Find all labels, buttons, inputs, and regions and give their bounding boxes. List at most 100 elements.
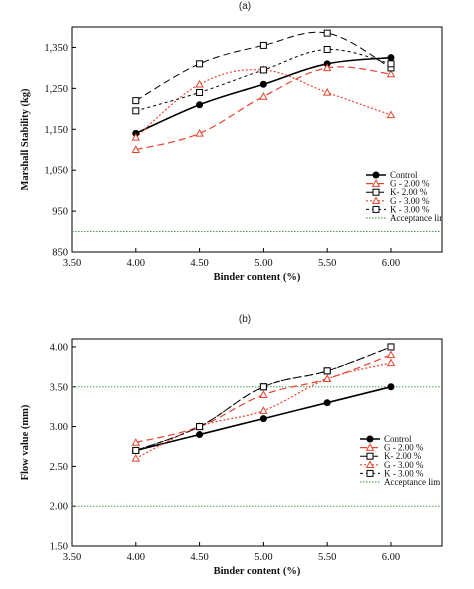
data-point	[386, 350, 396, 359]
data-point	[387, 60, 395, 68]
data-point	[386, 358, 396, 367]
x-tick-label: 6.00	[382, 258, 400, 269]
data-point	[259, 406, 268, 414]
y-tick-label: 1.50	[50, 542, 68, 553]
plot-frame	[71, 338, 443, 547]
legend-label: G - 2.00 %	[390, 179, 430, 189]
data-point	[195, 128, 204, 137]
legend-swatch-marker	[371, 179, 381, 187]
data-point	[322, 374, 332, 383]
series-line	[135, 66, 392, 151]
data-point	[259, 383, 267, 391]
data-point	[259, 80, 267, 88]
plot-frame	[71, 26, 443, 253]
panel-label: (a)	[239, 1, 251, 12]
legend-swatch-marker	[365, 460, 375, 469]
panel-label: (b)	[239, 314, 251, 325]
x-axis-title: Binder content (%)	[214, 566, 301, 577]
data-point	[323, 367, 331, 375]
legend-label: K- 2.00 %	[384, 451, 422, 461]
series-line	[135, 346, 392, 451]
data-point	[387, 383, 395, 391]
legend-label: K - 3.00 %	[384, 468, 424, 478]
x-tick-label: 4.00	[127, 258, 145, 269]
data-point	[259, 41, 267, 49]
y-tick-label: 3.50	[50, 382, 68, 393]
y-tick-label: 1,150	[44, 125, 68, 136]
y-tick-label: 2.00	[50, 502, 68, 513]
legend-swatch-marker	[365, 443, 375, 451]
legend-label: G - 3.00 %	[384, 460, 424, 470]
x-tick-label: 3.50	[63, 552, 81, 563]
series-line	[135, 31, 392, 102]
series-line	[135, 69, 392, 138]
legend-swatch-marker	[366, 452, 374, 460]
x-tick-label: 4.50	[190, 258, 208, 269]
y-tick-label: 1,250	[44, 84, 68, 95]
data-point	[131, 133, 141, 141]
y-tick-label: 4.00	[50, 342, 68, 353]
data-point	[132, 446, 140, 454]
legend-swatch-marker	[366, 435, 374, 443]
x-tick-label: 5.00	[254, 258, 272, 269]
data-point	[259, 66, 267, 74]
y-axis-title: Flow value (mm)	[20, 404, 31, 480]
data-point	[322, 63, 332, 72]
data-point	[132, 107, 140, 115]
data-point	[387, 54, 395, 62]
y-tick-label: 850	[52, 248, 68, 259]
legend-swatch-marker	[371, 196, 381, 205]
data-point	[259, 390, 268, 398]
legend-label: Acceptance lim	[390, 213, 446, 223]
data-point	[386, 69, 396, 78]
legend-label: Acceptance lim	[384, 477, 440, 487]
data-point	[132, 97, 140, 105]
data-point	[323, 399, 331, 407]
legend-swatch-marker	[366, 469, 374, 477]
data-point	[259, 92, 268, 100]
chart-panel-b: (b) 3.50 4.00 4.50 5.00 5.50 6.00 1.50 2.00 2.50 3…	[20, 314, 443, 577]
data-point	[323, 46, 331, 53]
legend-label: G - 2.00 %	[384, 443, 424, 453]
data-point	[131, 453, 141, 462]
data-point	[196, 431, 204, 439]
data-point	[131, 438, 141, 446]
y-axis-title: Marshall Stability (kg)	[20, 88, 31, 191]
y-tick-label: 950	[52, 207, 68, 218]
data-point	[196, 101, 204, 109]
x-tick-label: 3.50	[63, 258, 81, 269]
x-tick-label: 4.50	[190, 552, 208, 563]
y-tick-label: 2.50	[50, 462, 68, 473]
x-axis-title: Binder content (%)	[214, 272, 301, 283]
x-tick-label: 4.00	[127, 552, 145, 563]
data-point	[386, 110, 396, 119]
data-point	[387, 343, 395, 351]
x-tick-label: 6.00	[382, 552, 400, 563]
data-point	[323, 29, 331, 37]
legend-swatch-marker	[372, 188, 380, 196]
chart-panel-a: (a) 3.50 4.00 4.50 5.00 5.50 6.00 850 950 1,050 1,…	[20, 1, 446, 283]
x-tick-label: 5.00	[254, 552, 272, 563]
data-point	[131, 145, 141, 153]
x-tick-label: 5.50	[318, 552, 336, 563]
data-point	[196, 60, 204, 68]
data-point	[322, 88, 332, 96]
legend-swatch-marker	[372, 205, 380, 213]
y-tick-label: 1,350	[44, 43, 68, 54]
data-point	[195, 79, 204, 88]
legend-label: K- 2.00 %	[390, 187, 428, 197]
x-tick-label: 5.50	[318, 258, 336, 269]
legend-label: Control	[384, 434, 412, 444]
data-point	[259, 415, 267, 423]
y-tick-label: 1,050	[44, 166, 68, 177]
y-tick-label: 3.00	[50, 422, 68, 433]
series-line	[135, 346, 392, 451]
data-point	[196, 423, 204, 431]
legend-label: K - 3.00 %	[390, 204, 430, 214]
legend-label: G - 3.00 %	[390, 196, 430, 206]
data-point	[196, 88, 204, 96]
legend-swatch-marker	[372, 171, 380, 179]
